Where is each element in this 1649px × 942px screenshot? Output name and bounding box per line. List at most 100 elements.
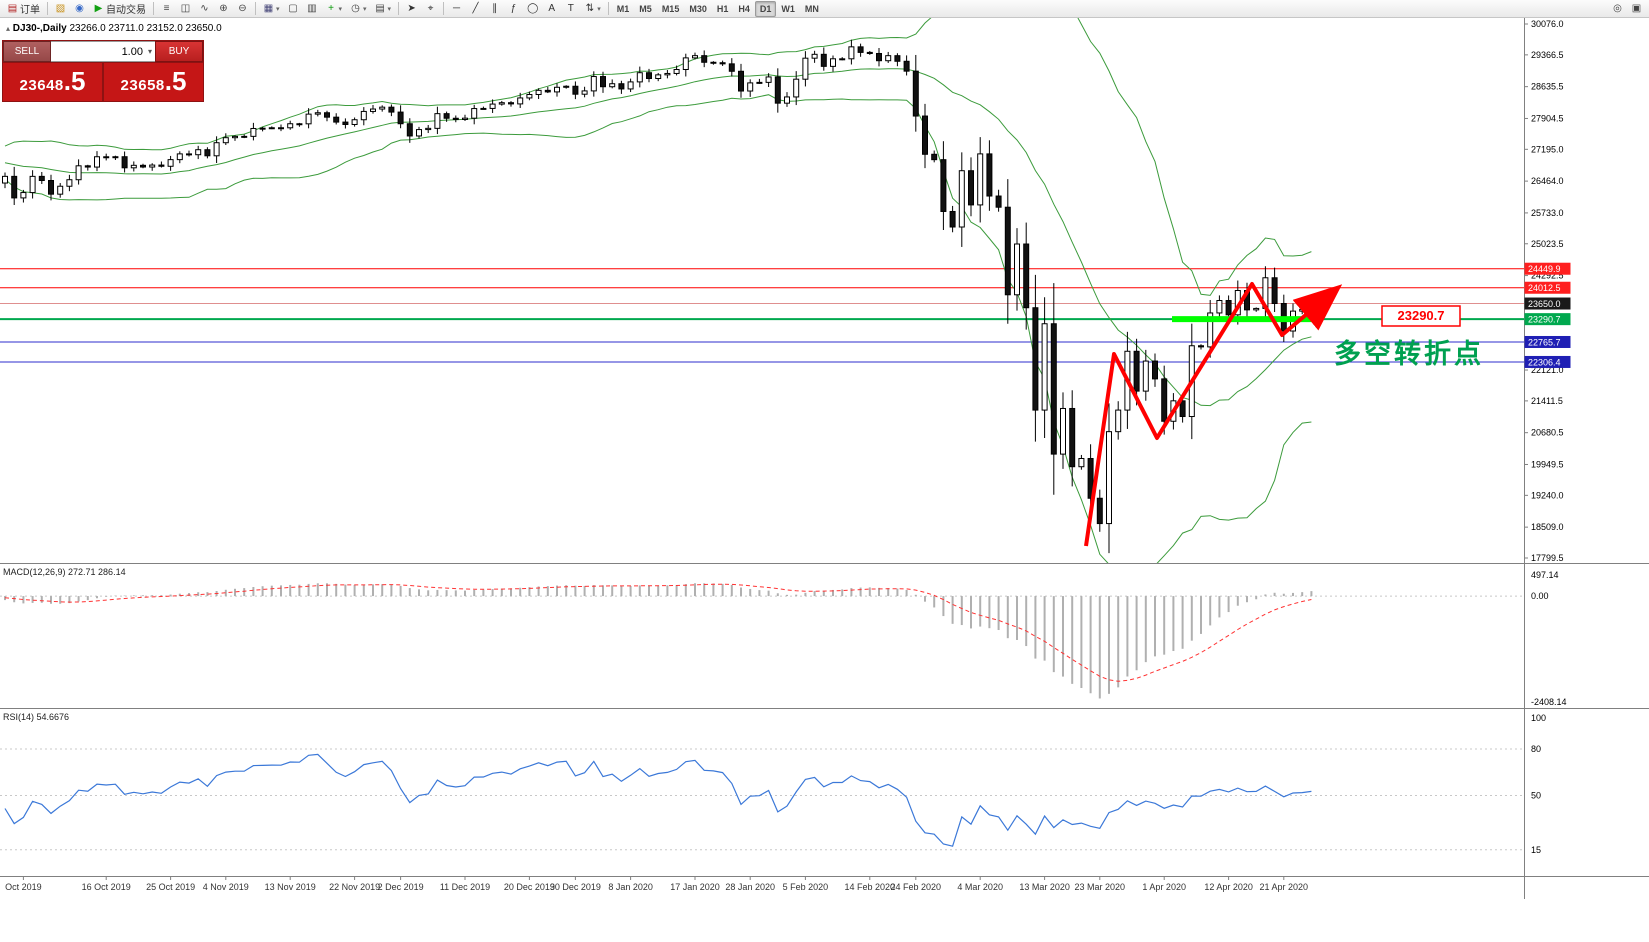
cn-annotation-text[interactable]: 多空转折点	[1334, 338, 1484, 369]
candles	[2, 39, 1315, 554]
toolbar-right-group: ◎ ▣	[1608, 0, 1646, 17]
sell-button[interactable]: SELL	[3, 41, 51, 62]
channel-icon[interactable]: ∥	[492, 3, 498, 14]
label-icon[interactable]: T	[567, 3, 574, 14]
svg-text:15: 15	[1531, 845, 1541, 855]
add-indicator-button-dropdown-icon[interactable]: ▾	[338, 5, 343, 13]
timeframe-D1[interactable]: D1	[754, 0, 777, 17]
svg-text:22765.7: 22765.7	[1528, 337, 1561, 347]
sell-price[interactable]: 23648.5	[3, 63, 102, 101]
horizontal-line-icon[interactable]: ─	[453, 3, 461, 14]
candle-chart-icon[interactable]: ◫	[180, 3, 191, 14]
charts-window-icon[interactable]: ▧	[55, 3, 66, 14]
volume-input[interactable]: 1.00 ▾	[51, 41, 155, 62]
timeframe-H4[interactable]: H4	[738, 3, 750, 14]
timeframe-H1[interactable]: H1	[716, 3, 729, 14]
price-tick-label: 19240.0	[1531, 490, 1564, 500]
price-tick-label: 25023.5	[1531, 239, 1564, 249]
svg-text:80: 80	[1531, 744, 1541, 754]
svg-text:0.00: 0.00	[1531, 591, 1549, 601]
line-chart-icon[interactable]: ∿	[200, 3, 209, 14]
grid-icon-dropdown-icon[interactable]: ▾	[276, 5, 280, 13]
macd-plot[interactable]	[0, 583, 1524, 699]
date-tick-label: 5 Feb 2020	[783, 882, 829, 892]
date-tick-label: 13 Mar 2020	[1019, 882, 1070, 892]
trend-zigzag-arrow[interactable]	[1084, 282, 1343, 547]
date-tick-label: 14 Feb 2020	[845, 882, 896, 892]
price-marker-23650.0: 23650.0	[1524, 297, 1571, 310]
shapes-icon[interactable]: ◯	[527, 3, 539, 14]
axes-layer: 30076.0 29366.5 28635.5 27904.5 27195.0 26464…	[0, 18, 1649, 899]
zoom-out-icon[interactable]: ⊖	[238, 3, 247, 14]
timeframe-MN[interactable]: MN	[804, 3, 819, 14]
cursor-icon[interactable]: ➤	[407, 3, 416, 14]
tile-windows-icon[interactable]: ▥	[307, 3, 317, 14]
price-tick-label: 22121.0	[1531, 365, 1564, 375]
price-scale[interactable]: 30076.0 29366.5 28635.5 27904.5 27195.0 26464…	[1524, 19, 1571, 855]
date-tick-label: 1 Apr 2020	[1142, 882, 1186, 892]
price-tick-label: 24292.5	[1531, 271, 1564, 281]
toolbar-separator	[255, 2, 256, 15]
date-tick-label: 11 Dec 2019	[440, 882, 490, 892]
timeframe-W1[interactable]: W1	[781, 3, 795, 14]
period-icon[interactable]: ◷ ▾	[351, 3, 367, 14]
bollinger-middle[interactable]	[4, 68, 1312, 407]
buy-price-main: 23658	[120, 77, 165, 94]
arrows-icon[interactable]: ⇅ ▾	[585, 3, 601, 14]
timeframe-M5[interactable]: M5	[639, 3, 652, 14]
zoom-in-icon[interactable]: ⊕	[219, 3, 228, 14]
date-tick-label: 23 Mar 2020	[1075, 882, 1126, 892]
rsi-line	[4, 753, 1312, 847]
bar-chart-icon[interactable]: ≡	[163, 3, 170, 14]
timeframe-M15[interactable]: M15	[661, 3, 680, 14]
main-plot[interactable]: 23290.7 多空转折点	[0, 18, 1524, 573]
chart-canvas[interactable]: 23290.7 多空转折点 30076.0 29366.5 28635.5 27904.5…	[0, 18, 1649, 899]
date-scale[interactable]: Oct 2019 16 Oct 2019 25 Oct 2019 4 Nov 2019…	[5, 877, 1308, 892]
svg-text:497.14: 497.14	[1531, 570, 1559, 580]
date-tick-label: 22 Nov 2019	[329, 882, 380, 892]
price-tick-label: 28635.5	[1531, 82, 1564, 92]
add-indicator-button[interactable]: + ▾	[328, 3, 343, 14]
trendline-icon[interactable]: ╱	[472, 3, 479, 14]
cascade-windows-icon[interactable]: ▢	[288, 3, 298, 14]
buy-button[interactable]: BUY	[155, 41, 203, 62]
svg-text:23290.7: 23290.7	[1528, 315, 1561, 325]
toolbar-separator	[443, 2, 445, 15]
template-icon[interactable]: ▤ ▾	[375, 3, 392, 14]
svg-text:23650.0: 23650.0	[1528, 299, 1561, 309]
toolbar-separator	[47, 2, 48, 15]
bollinger-lower[interactable]	[4, 94, 1312, 573]
fibonacci-icon[interactable]: ƒ	[510, 3, 517, 14]
timeframe-M1[interactable]: M1	[616, 3, 630, 14]
price-marker-22765.7: 22765.7	[1524, 335, 1571, 348]
price-tick-label: 20680.5	[1531, 428, 1564, 438]
volume-dropdown-icon[interactable]: ▾	[147, 47, 152, 56]
svg-text:24012.5: 24012.5	[1528, 283, 1561, 293]
macd-indicator-label: MACD(12,26,9) 272.71 286.14	[3, 567, 126, 577]
text-icon[interactable]: A	[548, 3, 556, 14]
arrows-icon-dropdown-icon[interactable]: ▾	[597, 5, 601, 13]
price-tick-label: 27195.0	[1531, 144, 1564, 154]
new-order-button[interactable]: ▤ 订单	[7, 3, 40, 16]
sell-price-main: 23648	[19, 77, 64, 94]
date-tick-label: 17 Jan 2020	[670, 882, 720, 892]
crosshair-icon[interactable]: ⌖	[427, 3, 434, 14]
template-icon-dropdown-icon[interactable]: ▾	[387, 5, 392, 13]
grid-icon[interactable]: ▦ ▾	[263, 3, 280, 14]
autotrade-button[interactable]: ▶ 自动交易	[94, 3, 146, 16]
svg-text:24449.9: 24449.9	[1528, 264, 1561, 274]
price-tick-label: 25733.0	[1531, 208, 1564, 218]
buy-price[interactable]: 23658.5	[104, 63, 203, 101]
price-level-callout[interactable]: 23290.7	[1381, 305, 1461, 327]
period-icon-dropdown-icon[interactable]: ▾	[363, 5, 367, 13]
rsi-plot[interactable]	[0, 748, 1524, 851]
price-tick-label: 21411.5	[1531, 396, 1563, 406]
zoom-tool-icon[interactable]: ◎	[1613, 3, 1622, 14]
timeframe-M30[interactable]: M30	[689, 3, 707, 14]
market-watch-icon[interactable]: ◉	[75, 3, 84, 14]
svg-text:-2408.14: -2408.14	[1531, 697, 1567, 707]
bollinger-upper[interactable]	[4, 18, 1312, 296]
date-tick-label: 20 Dec 2019	[504, 882, 555, 892]
expand-window-icon[interactable]: ▣	[1631, 3, 1642, 14]
svg-text:23290.7: 23290.7	[1398, 308, 1445, 323]
